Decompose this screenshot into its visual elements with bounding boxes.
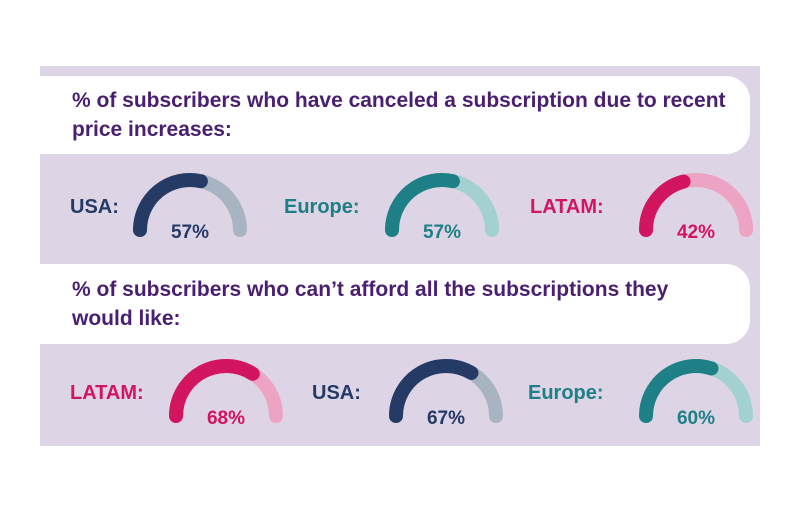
gauge-usa: 57% xyxy=(133,173,247,243)
gauge-europe: 60% xyxy=(639,359,753,429)
gauge-row-2: LATAM: 68% USA: 67% Europe: 60% xyxy=(40,346,760,446)
question-2-box: % of subscribers who can’t afford all th… xyxy=(40,264,750,344)
gauge-fill-usa xyxy=(133,173,208,237)
question-1-title: % of subscribers who have canceled a sub… xyxy=(72,89,726,141)
region-label-europe: Europe: xyxy=(284,196,360,218)
gauge-row-1: USA: 57% Europe: 57% LATAM: 42% xyxy=(40,160,760,260)
gauge-fill-latam xyxy=(169,359,260,423)
gauge-fill-europe xyxy=(639,359,719,423)
gauge-fill-europe xyxy=(385,173,460,237)
gauge-usa: 67% xyxy=(389,359,503,429)
gauge-value-usa: 57% xyxy=(171,222,209,243)
question-2-title: % of subscribers who can’t afford all th… xyxy=(72,278,669,330)
gauge-value-usa: 67% xyxy=(427,408,465,429)
gauge-europe: 57% xyxy=(385,173,499,243)
region-label-europe: Europe: xyxy=(528,382,604,404)
gauge-value-europe: 60% xyxy=(677,408,715,429)
question-1-box: % of subscribers who have canceled a sub… xyxy=(40,76,750,154)
gauge-latam: 42% xyxy=(639,173,753,243)
region-label-usa: USA: xyxy=(70,196,119,218)
region-label-usa: USA: xyxy=(312,382,361,404)
region-label-latam: LATAM: xyxy=(70,382,144,404)
gauge-fill-usa xyxy=(389,359,479,423)
gauge-fill-latam xyxy=(639,174,691,237)
gauge-value-latam: 68% xyxy=(207,408,245,429)
gauge-value-latam: 42% xyxy=(677,222,715,243)
gauge-latam: 68% xyxy=(169,359,283,429)
region-label-latam: LATAM: xyxy=(530,196,604,218)
gauge-value-europe: 57% xyxy=(423,222,461,243)
